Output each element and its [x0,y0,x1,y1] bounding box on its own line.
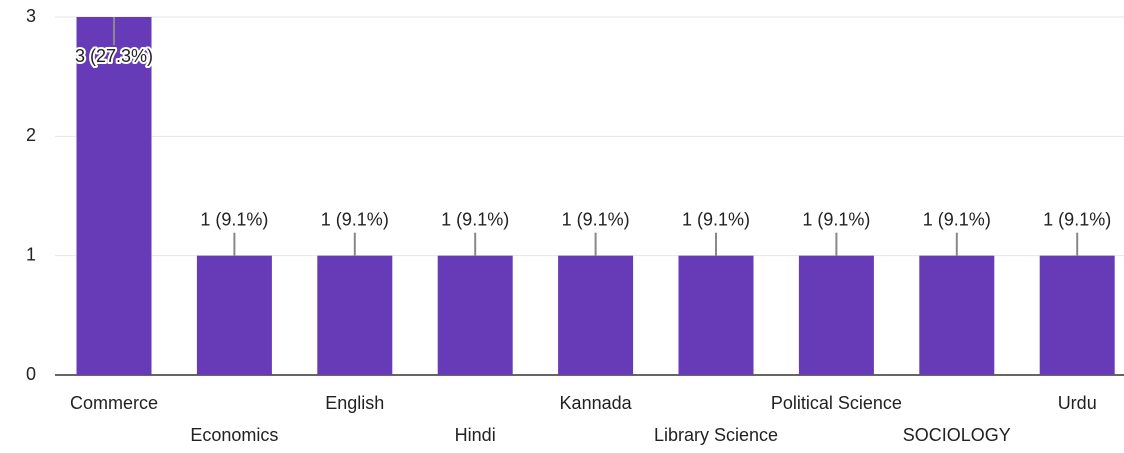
bar [678,255,754,375]
value-label: 1 (9.1%) [802,209,870,229]
value-label: 1 (9.1%) [1043,209,1111,229]
bar [1039,255,1115,375]
bar [317,255,393,375]
x-tick-label: English [325,393,384,413]
value-label: 3 (27.3%) [75,46,153,66]
x-tick-label: Commerce [70,393,158,413]
value-label: 1 (9.1%) [682,209,750,229]
bar [919,255,995,375]
value-label: 1 (9.1%) [441,209,509,229]
bar [437,255,513,375]
x-tick-label: Political Science [771,393,902,413]
x-tick-label: SOCIOLOGY [903,425,1011,445]
value-label: 1 (9.1%) [200,209,268,229]
bar [76,17,152,375]
y-tick-label: 1 [26,244,36,264]
bar [196,255,272,375]
bar [798,255,874,375]
y-tick-label: 2 [26,125,36,145]
bar [558,255,634,375]
value-label: 1 (9.1%) [321,209,389,229]
y-tick-label: 0 [26,364,36,384]
x-tick-label: Library Science [654,425,778,445]
x-tick-label: Hindi [455,425,496,445]
x-tick-label: Urdu [1058,393,1097,413]
x-tick-label: Kannada [560,393,633,413]
y-tick-label: 3 [26,6,36,26]
value-label: 1 (9.1%) [562,209,630,229]
value-label: 1 (9.1%) [923,209,991,229]
x-tick-label: Economics [190,425,278,445]
